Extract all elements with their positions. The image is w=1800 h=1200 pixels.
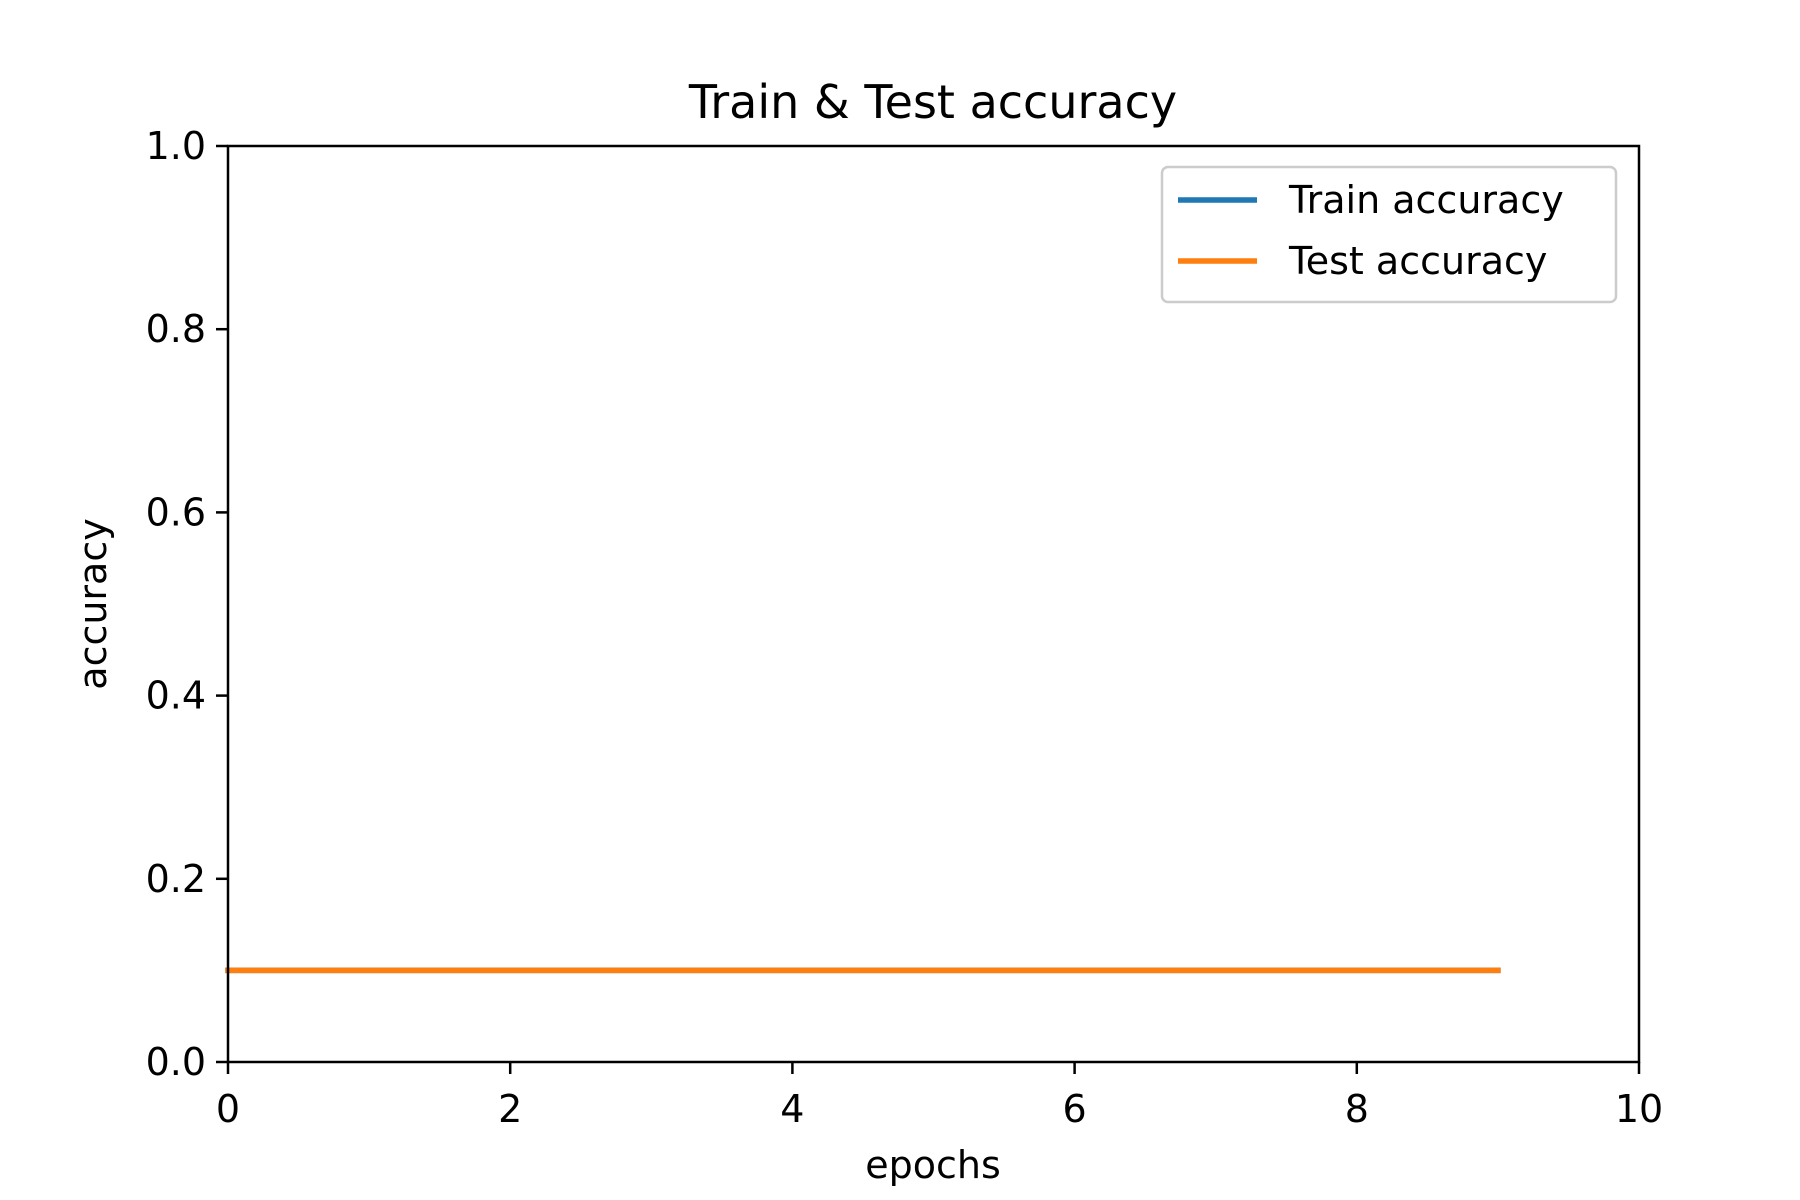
y-tick-label: 0.4 [146, 674, 206, 718]
y-axis: 0.0 0.2 0.4 0.6 0.8 1.0 [146, 124, 228, 1084]
x-tick-label: 8 [1345, 1087, 1369, 1131]
x-axis-label: epochs [865, 1143, 1001, 1187]
y-axis-label: accuracy [71, 518, 115, 689]
legend-label: Train accuracy [1288, 178, 1564, 222]
axes-frame [226, 144, 1641, 1064]
chart-title: Train & Test accuracy [688, 75, 1177, 129]
legend-label: Test accuracy [1288, 239, 1547, 283]
x-tick-label: 0 [216, 1087, 240, 1131]
x-axis: 0 2 4 6 8 10 [216, 1062, 1663, 1131]
y-tick-label: 0.6 [146, 490, 206, 534]
y-tick-label: 0.0 [146, 1040, 206, 1084]
x-tick-label: 2 [498, 1087, 522, 1131]
x-tick-label: 4 [780, 1087, 804, 1131]
x-tick-label: 6 [1063, 1087, 1087, 1131]
y-tick-label: 0.2 [146, 857, 206, 901]
y-tick-label: 1.0 [146, 124, 206, 168]
y-tick-label: 0.8 [146, 307, 206, 351]
legend-box [1160, 165, 1618, 304]
legend: Train accuracy Test accuracy [1160, 165, 1618, 304]
x-tick-label: 10 [1615, 1087, 1663, 1131]
